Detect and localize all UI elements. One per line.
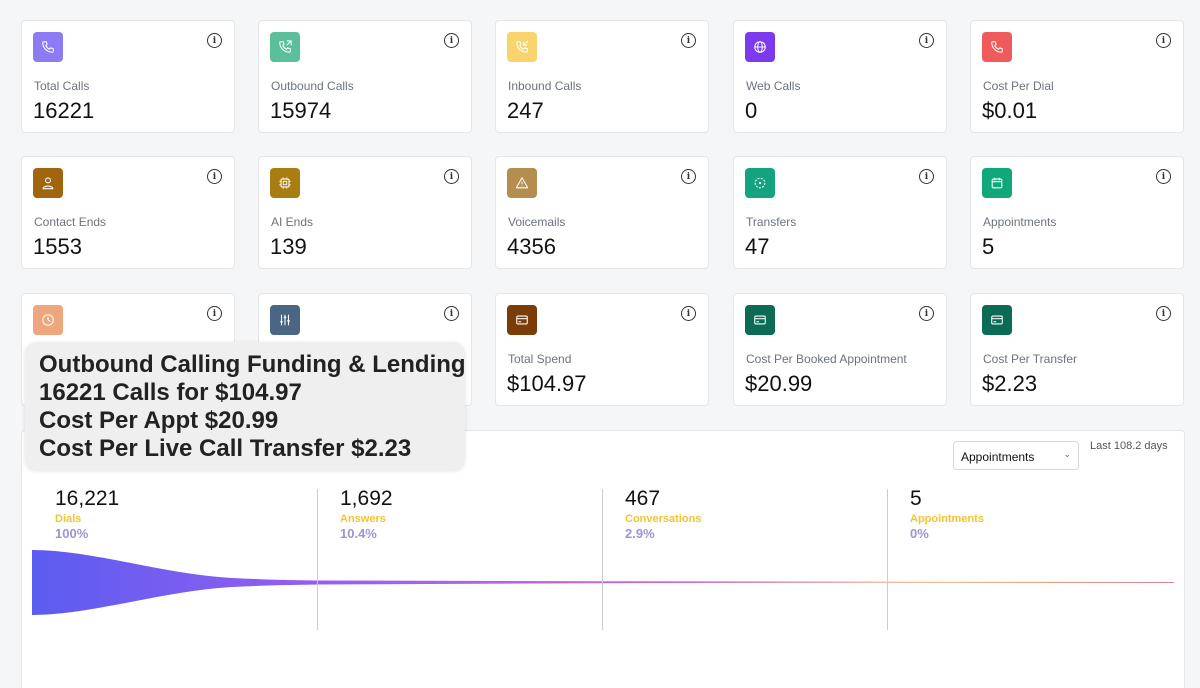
metric-card-outbound-calls: i Outbound Calls 15974 [258,20,472,133]
credit-card-icon [982,305,1012,335]
metric-value: $104.97 [507,371,587,396]
metric-value: $0.01 [982,98,1038,123]
caption-title: Outbound Calling Funding & Lending [39,351,466,378]
metric-label: Inbound Calls [508,79,582,93]
metric-card-appointments: i Appointments 5 [970,156,1184,269]
phone-icon [33,32,63,62]
metric-label: Appointments [983,215,1057,229]
metric-card-transfers: i Transfers 47 [733,156,947,269]
funnel-metric-select[interactable]: Appointments ⌄ [953,441,1079,470]
chevron-down-icon: ⌄ [1063,449,1071,459]
metric-card-cost-per-dial: i Cost Per Dial $0.01 [970,20,1184,133]
info-icon[interactable]: i [919,306,934,321]
metric-label: Total Spend [508,352,572,366]
metric-value: 1553 [33,234,82,259]
metric-value: 15974 [270,98,332,123]
info-icon[interactable]: i [444,306,459,321]
metric-label: Transfers [746,215,797,229]
metric-value: 5 [982,234,995,259]
info-icon[interactable]: i [919,33,934,48]
stage-divider [602,489,603,630]
info-icon[interactable]: i [207,306,222,321]
metric-card-ai-ends: i AI Ends 139 [258,156,472,269]
info-icon[interactable]: i [681,169,696,184]
metric-card-total-calls: i Total Calls 16221 [21,20,235,133]
stage-value: 5 [910,487,922,510]
funnel-stage-conversations: 467 Conversations 2.9% [625,487,701,541]
globe-icon [745,32,775,62]
metric-label: Cost Per Dial [983,79,1054,93]
phone-incoming-icon [507,32,537,62]
date-range-label: Last 108.2 days [1090,440,1168,452]
calendar-icon [982,168,1012,198]
warning-icon [507,168,537,198]
caption-cost-per-transfer: Cost Per Live Call Transfer $2.23 [39,435,412,462]
funnel-stage-appointments: 5 Appointments 0% [910,487,984,541]
metric-label: Contact Ends [34,215,107,229]
transfer-icon [745,168,775,198]
credit-card-icon [745,305,775,335]
metric-card-cost-per-booked-appointment: i Cost Per Booked Appointment $20.99 [733,293,947,406]
stage-percent: 10.4% [340,526,377,541]
metric-label: Voicemails [508,215,566,229]
stage-divider [317,489,318,630]
phone-outgoing-icon [270,32,300,62]
funnel-panel [21,430,1185,688]
metric-card-voicemails: i Voicemails 4356 [495,156,709,269]
stage-divider [887,489,888,630]
clock-icon [33,305,63,335]
stage-name: Appointments [910,513,984,525]
metric-card-contact-ends: i Contact Ends 1553 [21,156,235,269]
metric-value: 16221 [33,98,95,123]
sliders-icon [270,305,300,335]
metric-value: 4356 [507,234,556,259]
funnel-shape [32,550,1174,615]
summary-caption: Outbound Calling Funding & Lending 16221… [25,342,466,470]
stage-value: 16,221 [55,487,120,510]
stage-percent: 2.9% [625,526,655,541]
caption-cost-per-appt: Cost Per Appt $20.99 [39,407,279,434]
metric-label: Outbound Calls [271,79,354,93]
metric-card-web-calls: i Web Calls 0 [733,20,947,133]
info-icon[interactable]: i [207,33,222,48]
cpu-icon [270,168,300,198]
info-icon[interactable]: i [207,169,222,184]
info-icon[interactable]: i [444,169,459,184]
metric-label: Cost Per Booked Appointment [746,352,907,366]
metric-value: 247 [507,98,544,123]
metric-label: AI Ends [271,215,314,229]
stage-name: Answers [340,513,386,525]
metric-label: Total Calls [34,79,90,93]
funnel-metric-select-value: Appointments [961,450,1035,464]
metric-card-inbound-calls: i Inbound Calls 247 [495,20,709,133]
info-icon[interactable]: i [1156,33,1171,48]
info-icon[interactable]: i [681,306,696,321]
metric-value: $20.99 [745,371,813,396]
info-icon[interactable]: i [444,33,459,48]
metric-value: 139 [270,234,307,259]
stage-value: 1,692 [340,487,393,510]
metric-card-total-spend: i Total Spend $104.97 [495,293,709,406]
metric-value: 0 [745,98,758,123]
funnel-stage-answers: 1,692 Answers 10.4% [340,487,393,541]
info-icon[interactable]: i [1156,306,1171,321]
credit-card-icon [507,305,537,335]
info-icon[interactable]: i [919,169,934,184]
stage-value: 467 [625,487,661,510]
metric-label: Cost Per Transfer [983,352,1078,366]
stage-name: Dials [55,513,82,525]
stage-percent: 100% [55,526,89,541]
metric-value: $2.23 [982,371,1038,396]
info-icon[interactable]: i [1156,169,1171,184]
funnel-stage-dials: 16,221 Dials 100% [55,487,119,541]
stage-percent: 0% [910,526,929,541]
caption-calls: 16221 Calls for $104.97 [39,379,302,406]
metric-label: Web Calls [746,79,801,93]
stage-name: Conversations [625,513,702,525]
user-icon [33,168,63,198]
metric-card-cost-per-transfer: i Cost Per Transfer $2.23 [970,293,1184,406]
metric-value: 47 [745,234,770,259]
phone-icon [982,32,1012,62]
info-icon[interactable]: i [681,33,696,48]
